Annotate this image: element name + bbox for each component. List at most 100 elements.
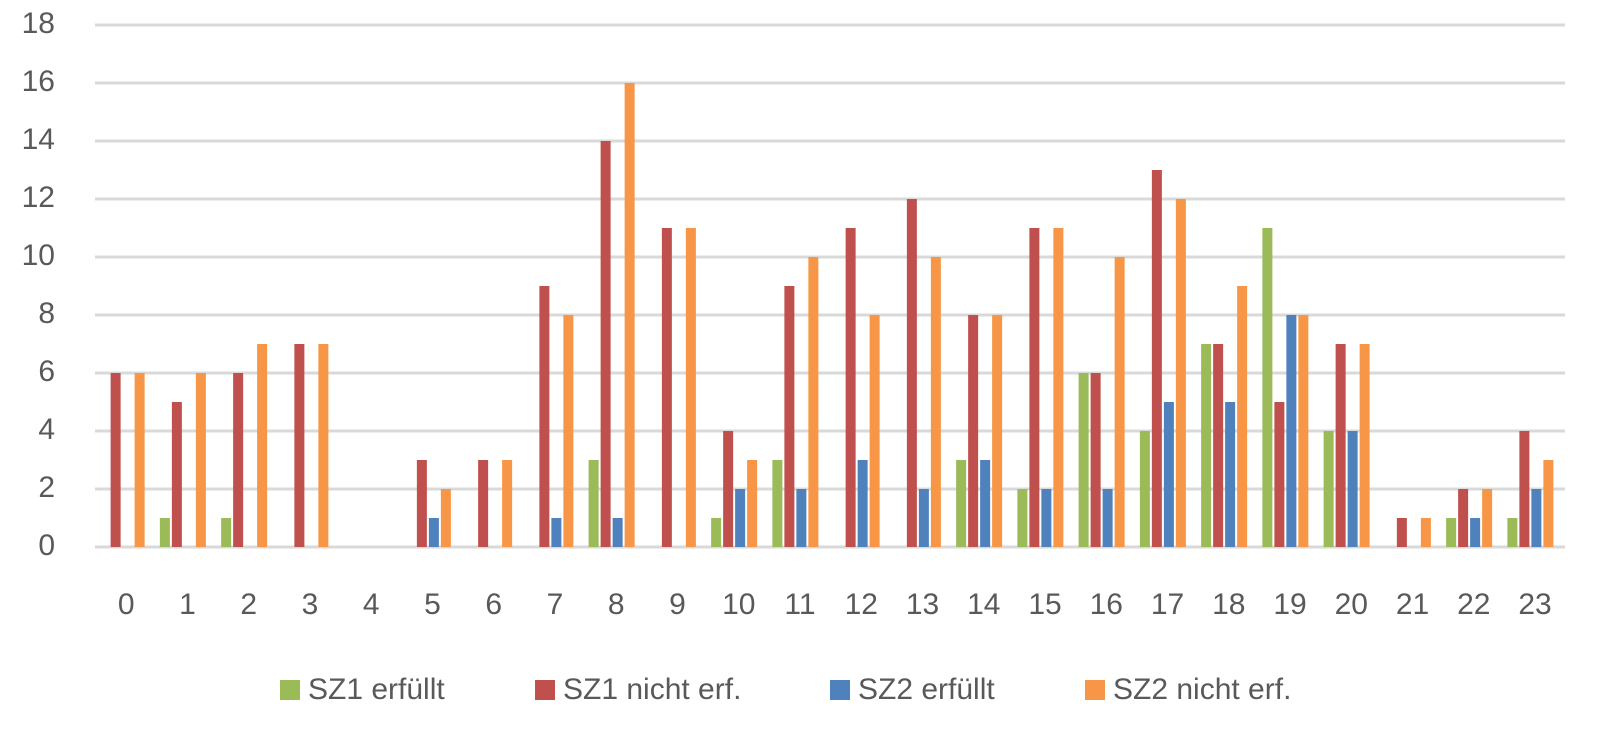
bar [1298,315,1309,547]
bar [747,460,758,547]
x-tick-label: 0 [118,588,135,621]
legend-swatch [830,680,850,700]
bar [1262,228,1273,547]
bar [1347,431,1358,547]
x-tick-label: 3 [302,588,319,621]
bar [612,518,623,547]
bar [1543,460,1554,547]
bar [110,373,121,547]
x-tick-label: 8 [608,588,625,621]
bar [661,228,672,547]
x-tick-label: 20 [1335,588,1368,621]
bar [1237,286,1248,547]
bar [772,460,783,547]
bar [600,141,611,547]
bar [784,286,795,547]
bar [956,460,967,547]
x-tick-label: 10 [722,588,755,621]
bar [1359,344,1370,547]
x-tick-label: 22 [1457,588,1490,621]
y-tick-label: 10 [22,239,55,272]
legend-label: SZ2 erfüllt [858,673,995,706]
bar [1175,199,1186,547]
legend-swatch [535,680,555,700]
bar [159,518,170,547]
bar [1396,518,1407,547]
bar [195,373,206,547]
x-tick-label: 15 [1028,588,1061,621]
bar [1102,489,1113,547]
bar [1114,257,1125,547]
bar [1029,228,1040,547]
legend-label: SZ1 erfüllt [308,673,445,706]
bar [735,489,746,547]
bar [1323,431,1334,547]
legend-swatch [280,680,300,700]
bar [1151,170,1162,547]
x-tick-label: 9 [669,588,686,621]
y-tick-label: 2 [38,471,55,504]
bar [539,286,550,547]
legend-label: SZ2 nicht erf. [1113,673,1291,706]
bar [221,518,232,547]
x-tick-label: 17 [1151,588,1184,621]
bar [1420,518,1431,547]
bar [1139,431,1150,547]
x-tick-label: 2 [240,588,257,621]
bar [1286,315,1297,547]
bar [1519,431,1530,547]
bar [711,518,722,547]
bar [1274,402,1285,547]
bar [318,344,329,547]
bar [171,402,182,547]
bar [968,315,979,547]
x-tick-label: 4 [363,588,380,621]
bar [478,460,489,547]
bar [551,518,562,547]
y-tick-label: 18 [22,7,55,40]
bar [906,199,917,547]
bar [1458,489,1469,547]
y-tick-label: 12 [22,181,55,214]
x-tick-label: 13 [906,588,939,621]
bar [1225,402,1236,547]
bar [1446,518,1457,547]
bar [857,460,868,547]
bar [1090,373,1101,547]
bar [723,431,734,547]
bar [1163,402,1174,547]
x-tick-label: 23 [1518,588,1551,621]
bar [685,228,696,547]
y-tick-label: 14 [22,123,55,156]
bar [440,489,451,547]
bar [624,83,635,547]
x-tick-label: 5 [424,588,441,621]
bar [1053,228,1064,547]
bar [1078,373,1089,547]
bar [1017,489,1028,547]
x-tick-label: 6 [485,588,502,621]
bar [918,489,929,547]
bar [992,315,1003,547]
x-tick-label: 19 [1273,588,1306,621]
bar [1213,344,1224,547]
x-tick-label: 21 [1396,588,1429,621]
x-tick-label: 11 [784,588,815,621]
bar [416,460,427,547]
x-tick-label: 12 [845,588,878,621]
x-tick-label: 18 [1212,588,1245,621]
bar [796,489,807,547]
bar [1201,344,1212,547]
bar [869,315,880,547]
bar [233,373,244,547]
x-tick-label: 7 [547,588,564,621]
bar [1041,489,1052,547]
bar [1470,518,1481,547]
legend-label: SZ1 nicht erf. [563,673,741,706]
bar [1531,489,1542,547]
x-tick-label: 16 [1090,588,1123,621]
bar [808,257,819,547]
y-tick-label: 4 [38,413,55,446]
y-tick-label: 8 [38,297,55,330]
